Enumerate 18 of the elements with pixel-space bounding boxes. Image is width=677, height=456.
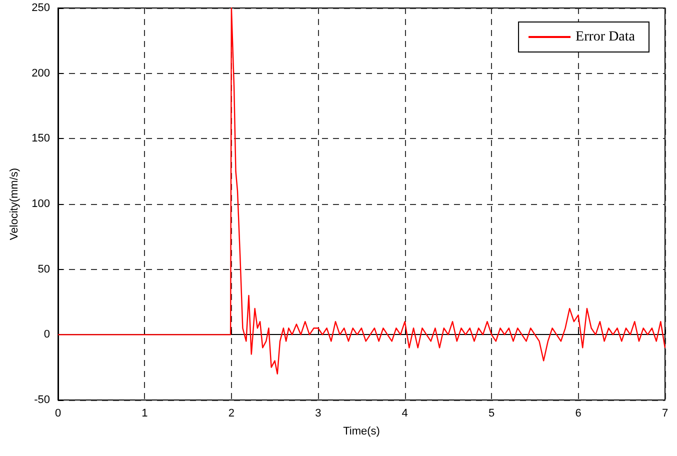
x-tick-label: 2 [228,408,234,420]
y-tick-label: 150 [32,132,50,145]
x-tick-label: 6 [575,408,582,420]
y-tick-label: 250 [32,2,50,14]
x-tick-label: 5 [488,408,495,420]
y-tick-label: 50 [38,263,50,276]
legend-label: Error Data [576,30,636,44]
x-tick-label: 3 [315,408,322,420]
x-tick-label: 7 [662,408,668,420]
y-axis-title: Velocity(mm/s) [8,168,20,240]
x-axis-title: Time(s) [343,426,380,438]
y-tick-label: 100 [32,198,50,210]
y-tick-label: 200 [32,67,50,80]
x-tick-label: 0 [54,408,62,420]
y-tick-label: -50 [34,394,50,406]
x-tick-label: 4 [402,408,408,420]
y-tick-label: 0 [44,328,50,341]
x-tick-label: 1 [142,408,148,420]
